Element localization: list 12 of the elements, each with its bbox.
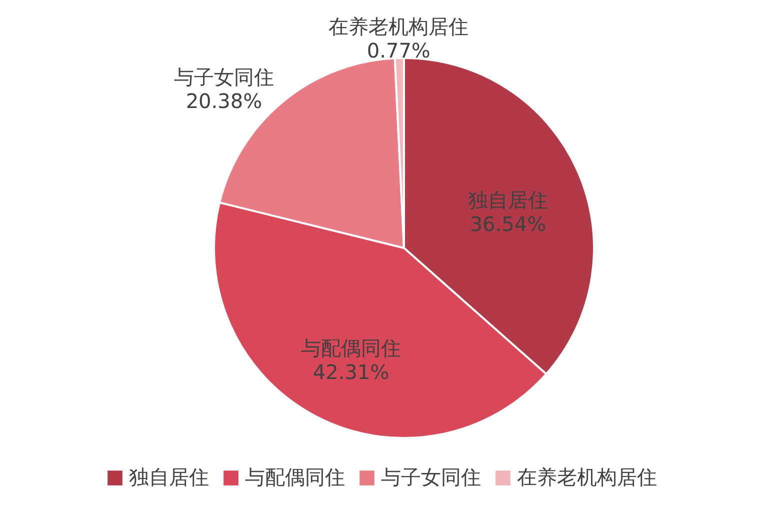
data-label: 20.38% <box>186 88 262 113</box>
data-label: 0.77% <box>366 38 430 63</box>
legend-label: 与子女同住 <box>381 465 481 489</box>
legend-label: 与配偶同住 <box>245 465 345 489</box>
slice-label: 与配偶同住 <box>301 336 402 360</box>
data-label: 42.31% <box>312 360 390 384</box>
slice-label: 与子女同住 <box>174 64 274 89</box>
slice-label: 独自居住 <box>468 188 548 212</box>
data-label: 36.54% <box>470 212 546 236</box>
legend-label: 在养老机构居住 <box>517 465 657 489</box>
slice-label: 在养老机构居住 <box>328 14 469 39</box>
legend-label: 独自居住 <box>129 465 209 489</box>
